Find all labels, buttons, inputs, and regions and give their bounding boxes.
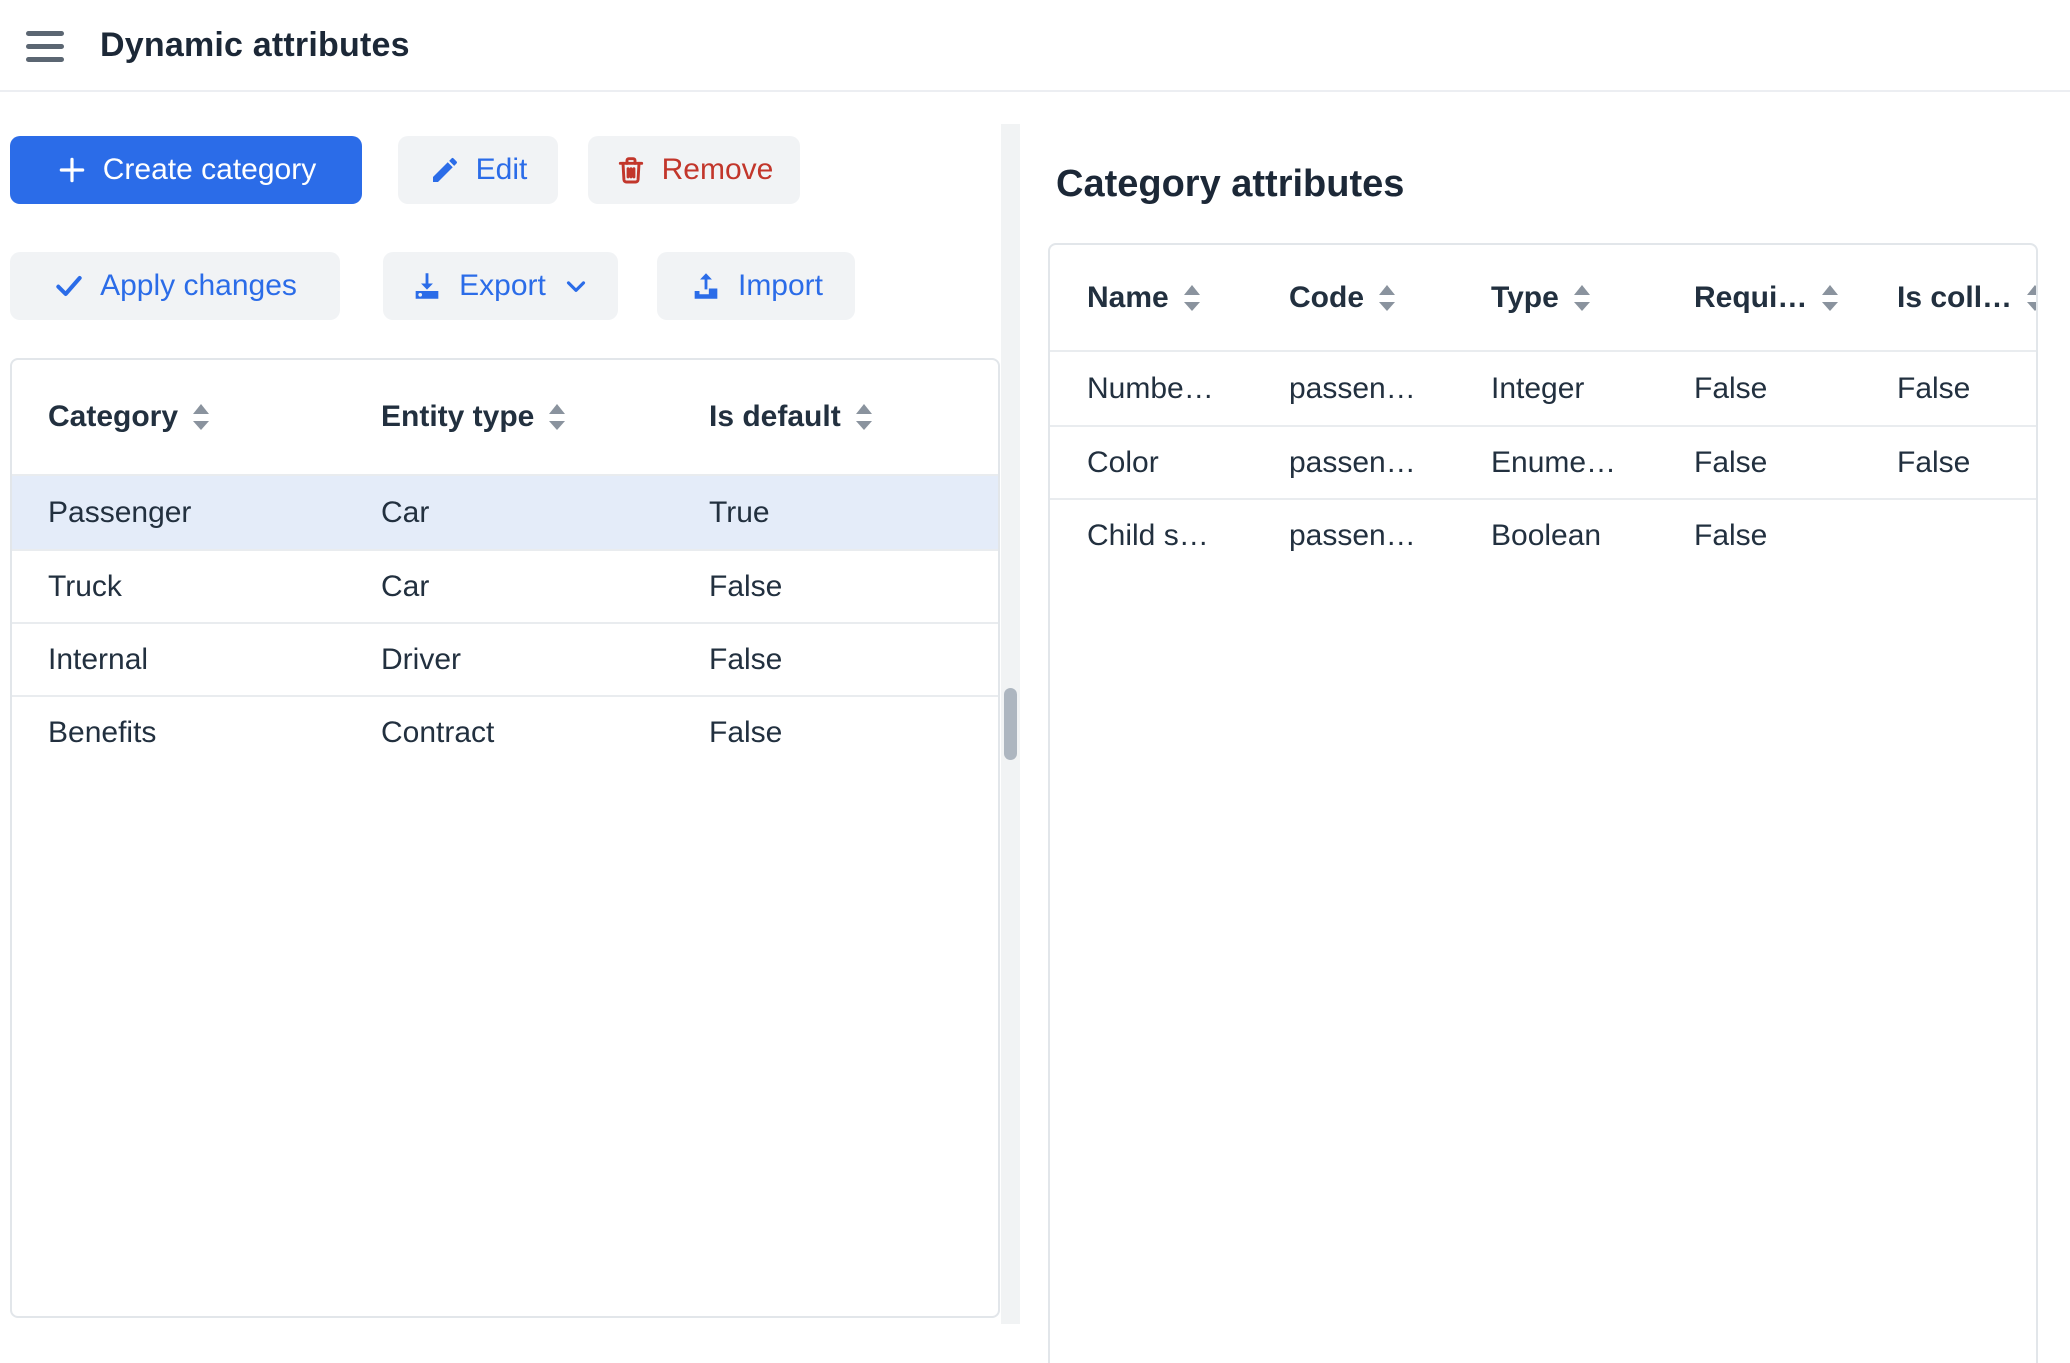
sort-arrows-icon	[193, 404, 210, 430]
sort-arrows-icon	[855, 404, 872, 430]
table-row-internal[interactable]: Internal Driver False	[12, 622, 998, 695]
trash-icon	[618, 157, 643, 184]
attribute-row-number[interactable]: Numbe… passen… Integer False False	[1050, 352, 2036, 425]
column-header-name[interactable]: Name	[1050, 281, 1289, 315]
left-pane-scrollbar-track[interactable]	[1001, 124, 1020, 1324]
left-pane-scrollbar-thumb[interactable]	[1004, 688, 1017, 760]
table-row-truck[interactable]: Truck Car False	[12, 549, 998, 622]
hamburger-icon	[26, 30, 64, 36]
column-header-type[interactable]: Type	[1491, 281, 1694, 315]
sort-arrows-icon	[1573, 284, 1590, 311]
apply-changes-button[interactable]: Apply changes	[10, 252, 340, 320]
attribute-row-color[interactable]: Color passen… Enume… False False	[1050, 425, 2036, 498]
remove-button[interactable]: Remove	[588, 136, 800, 204]
sort-arrows-icon	[1183, 284, 1200, 311]
pencil-icon	[432, 157, 457, 182]
plus-icon	[59, 157, 85, 183]
export-label: Export	[459, 269, 546, 302]
import-label: Import	[737, 269, 824, 302]
table-row-benefits[interactable]: Benefits Contract False	[12, 695, 998, 768]
topbar: Dynamic attributes	[0, 0, 2070, 92]
attributes-table-header: Name Code Type Requi… Is coll…	[1050, 245, 2036, 352]
sort-arrows-icon	[1379, 284, 1395, 311]
remove-label: Remove	[661, 153, 774, 186]
sort-arrows-icon	[2027, 284, 2036, 311]
sort-arrows-icon	[1822, 284, 1839, 311]
column-header-is-default[interactable]: Is default	[709, 400, 998, 434]
chevron-down-icon	[566, 281, 585, 292]
import-button[interactable]: Import	[657, 252, 855, 320]
category-attributes-table: Name Code Type Requi… Is coll… Numbe…	[1048, 243, 2038, 1363]
sort-arrows-icon	[549, 404, 566, 430]
category-attributes-title: Category attributes	[1056, 163, 1405, 205]
edit-button[interactable]: Edit	[398, 136, 558, 204]
attribute-row-child-seat[interactable]: Child s… passen… Boolean False	[1050, 498, 2036, 571]
column-header-code[interactable]: Code	[1289, 281, 1491, 315]
column-header-entity-type[interactable]: Entity type	[381, 400, 709, 434]
page-title: Dynamic attributes	[100, 25, 410, 64]
categories-table-header: Category Entity type Is default	[12, 360, 998, 476]
upload-icon	[694, 273, 718, 299]
hamburger-menu-button[interactable]	[26, 24, 70, 68]
create-category-label: Create category	[102, 153, 317, 186]
column-header-required[interactable]: Requi…	[1694, 281, 1897, 315]
apply-changes-label: Apply changes	[100, 269, 297, 302]
categories-table: Category Entity type Is default Passenge…	[10, 358, 1000, 1318]
create-category-button[interactable]: Create category	[10, 136, 362, 204]
column-header-is-collection[interactable]: Is coll…	[1897, 281, 2036, 315]
export-button[interactable]: Export	[383, 252, 618, 320]
table-row-passenger[interactable]: Passenger Car True	[12, 476, 998, 549]
edit-label: Edit	[475, 153, 528, 186]
check-icon	[56, 276, 82, 296]
download-icon	[415, 273, 439, 299]
column-header-category[interactable]: Category	[12, 400, 381, 434]
